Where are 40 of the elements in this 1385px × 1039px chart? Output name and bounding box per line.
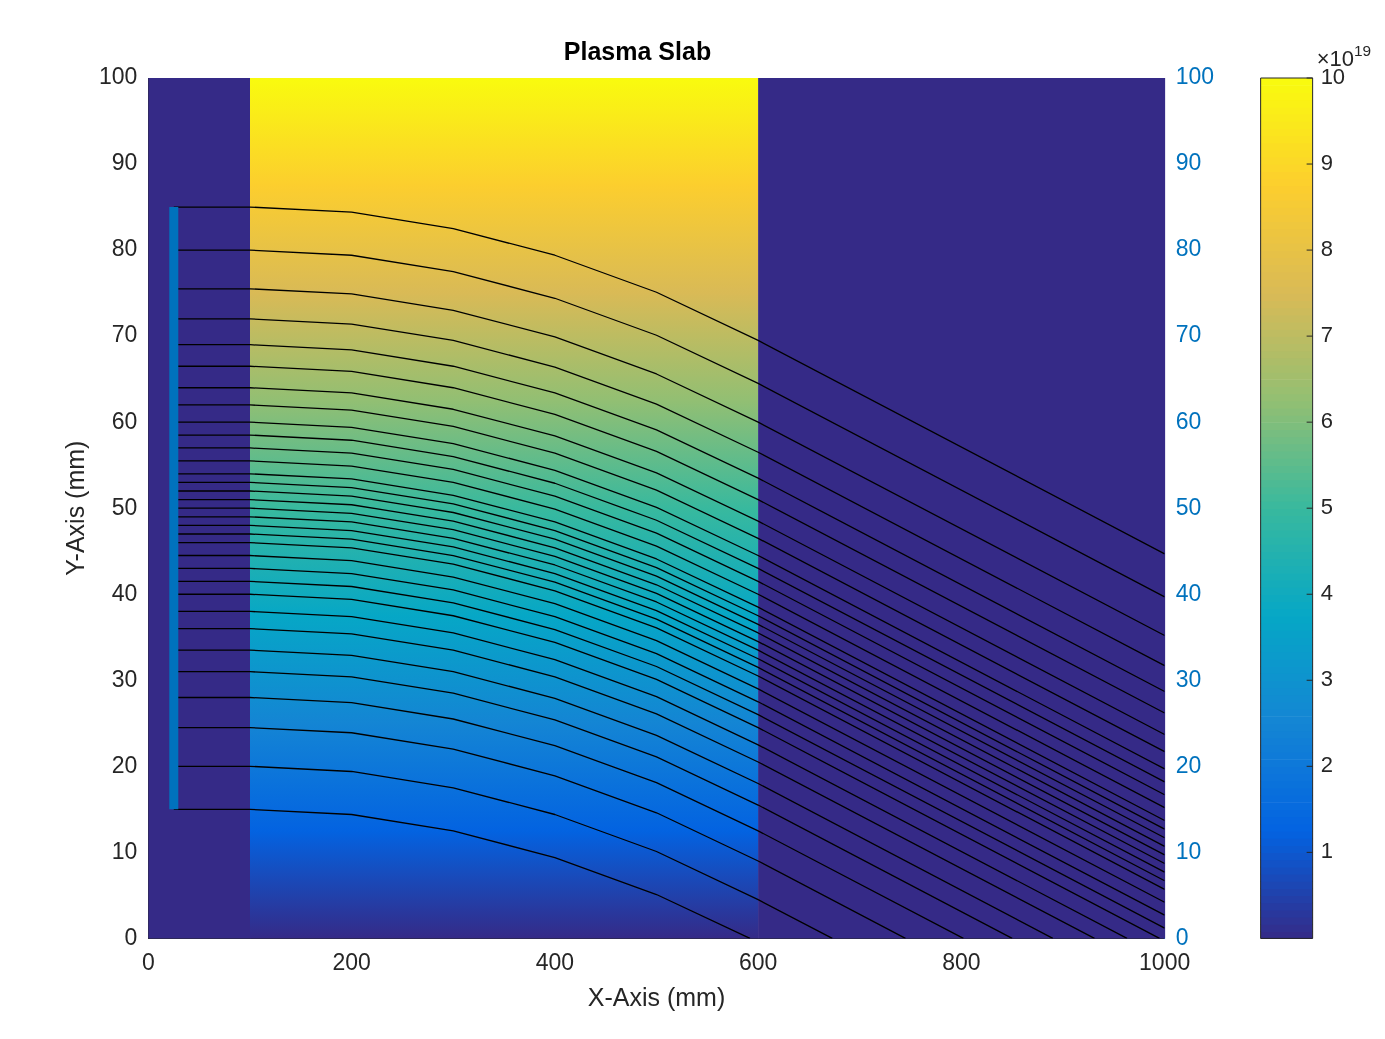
color-bar-label: 4 <box>1320 580 1333 606</box>
y-tick-label: 80 <box>111 235 138 262</box>
y2-tick-label: 10 <box>1175 837 1202 864</box>
color-bar-label: 2 <box>1320 752 1333 778</box>
color-bar-label: 8 <box>1320 236 1333 262</box>
y2-tick-label: 50 <box>1175 493 1202 520</box>
color-bar-label: 1 <box>1320 838 1333 864</box>
color-bar-label: 7 <box>1320 322 1333 348</box>
y-tick-label: 0 <box>124 923 138 950</box>
color-bar-label: 9 <box>1320 150 1333 176</box>
y-tick-label: 30 <box>111 665 138 692</box>
x-tick-label: 1000 <box>1139 948 1191 975</box>
y2-tick-label: 80 <box>1175 235 1202 262</box>
y-tick-label: 10 <box>111 837 138 864</box>
x-tick-label: 800 <box>942 948 981 975</box>
y2-tick-label: 70 <box>1175 321 1202 348</box>
y-tick-label: 20 <box>111 751 138 778</box>
y2-tick-label: 60 <box>1175 407 1202 434</box>
y-tick-label: 40 <box>111 579 138 606</box>
x-axis-title: X-Axis (mm) <box>587 982 726 1011</box>
y2-tick-label: 90 <box>1175 149 1202 176</box>
y2-tick-label: 20 <box>1175 751 1202 778</box>
y2-tick-label: 0 <box>1175 923 1189 950</box>
y2-tick-label: 30 <box>1175 665 1202 692</box>
x-tick-label: 200 <box>332 948 371 975</box>
y-tick-label: 50 <box>111 493 138 520</box>
y-tick-label: 60 <box>111 407 138 434</box>
y-tick-label: 100 <box>99 63 138 90</box>
y-axis-title: Y-Axis (mm) <box>60 440 89 576</box>
color-bar-label: 3 <box>1320 666 1333 692</box>
y-tick-label: 70 <box>111 321 138 348</box>
color-bar-label: 5 <box>1320 494 1333 520</box>
y2-tick-label: 40 <box>1175 579 1202 606</box>
x-tick-label: 600 <box>738 948 778 975</box>
color-bar-label: 6 <box>1320 408 1333 434</box>
y-tick-label: 90 <box>111 149 138 176</box>
y2-tick-label: 100 <box>1175 63 1214 90</box>
chart-title: Plasma Slab <box>563 36 712 65</box>
x-tick-label: 400 <box>535 948 575 975</box>
x-tick-label: 0 <box>141 948 155 975</box>
